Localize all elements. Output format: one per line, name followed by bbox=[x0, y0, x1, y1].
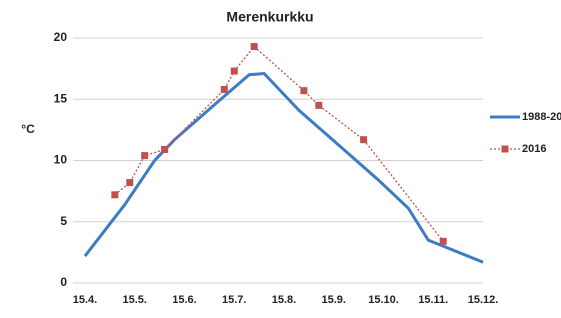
y-tick-label: 5 bbox=[60, 214, 67, 228]
chart-title: Merenkurkku bbox=[226, 9, 313, 25]
x-tick-label: 15.7. bbox=[222, 294, 246, 306]
marker bbox=[141, 152, 148, 159]
x-tick-label: 15.9. bbox=[322, 294, 346, 306]
x-tick-label: 15.5. bbox=[123, 294, 147, 306]
legend-label: 1988-201 bbox=[522, 111, 561, 123]
x-tick-label: 15.12. bbox=[468, 294, 499, 306]
marker bbox=[126, 179, 133, 186]
marker bbox=[300, 87, 307, 94]
y-tick-label: 15 bbox=[54, 91, 68, 105]
marker bbox=[360, 136, 367, 143]
x-tick-label: 15.8. bbox=[272, 294, 296, 306]
legend-label: 2016 bbox=[522, 143, 546, 155]
y-tick-label: 10 bbox=[54, 153, 68, 167]
marker bbox=[315, 102, 322, 109]
series-line bbox=[85, 74, 483, 263]
marker bbox=[231, 68, 238, 75]
x-tick-label: 15.10. bbox=[368, 294, 399, 306]
legend-marker bbox=[502, 146, 509, 153]
marker bbox=[111, 191, 118, 198]
x-tick-label: 15.4. bbox=[73, 294, 97, 306]
series-line bbox=[115, 47, 443, 242]
x-tick-label: 15.6. bbox=[172, 294, 196, 306]
chart: Merenkurkku °C 0 5 10 15 20 15.4. 15.5. 15.6. 15… bbox=[0, 0, 561, 318]
y-axis-label: °C bbox=[21, 122, 35, 136]
marker bbox=[161, 146, 168, 153]
y-tick-label: 0 bbox=[60, 275, 67, 289]
y-tick-label: 20 bbox=[54, 30, 68, 44]
x-tick-label: 15.11. bbox=[418, 294, 448, 306]
marker bbox=[221, 86, 228, 93]
marker bbox=[440, 238, 447, 245]
marker bbox=[251, 43, 258, 50]
